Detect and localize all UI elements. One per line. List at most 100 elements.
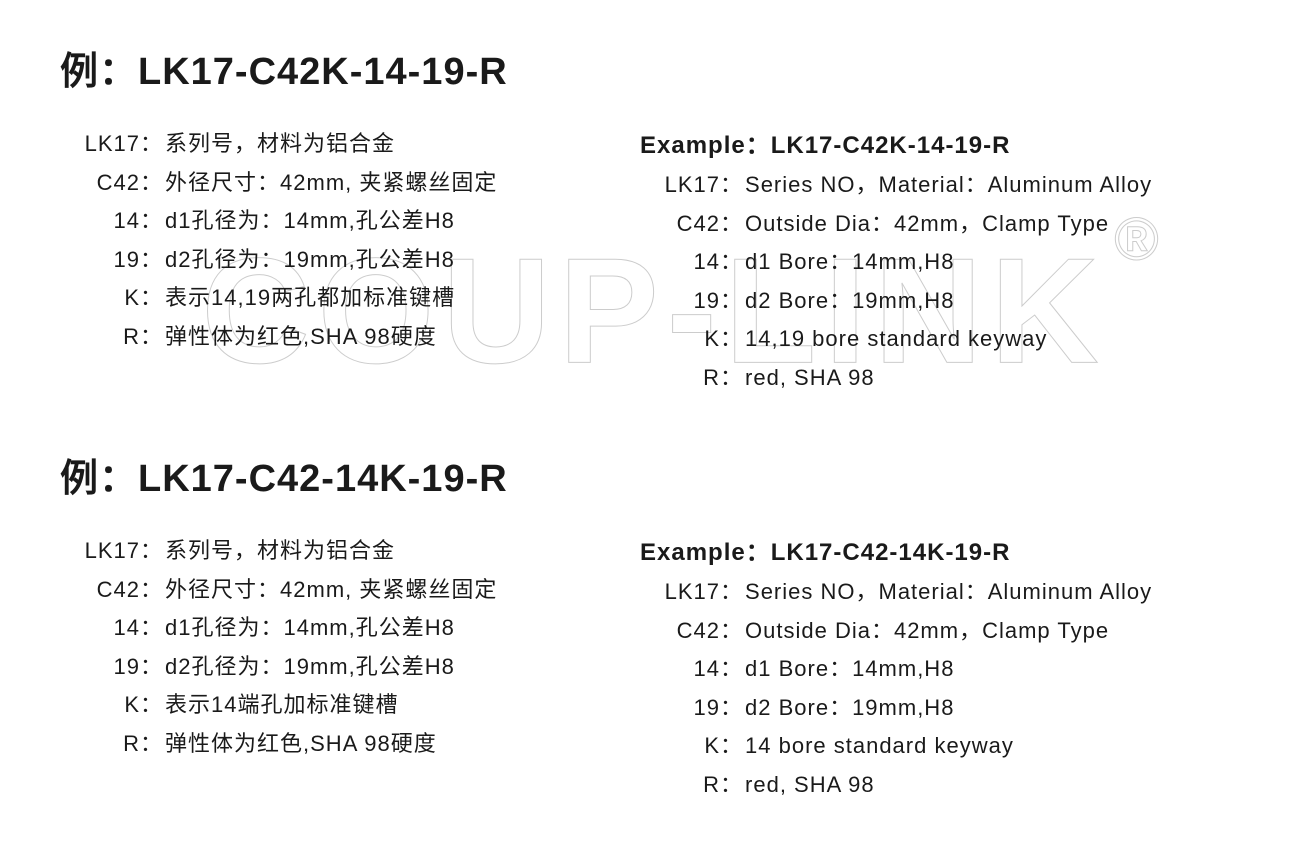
def-val: d2 Bore：19mm,H8 bbox=[745, 282, 1248, 321]
def-row: R：red, SHA 98 bbox=[640, 766, 1248, 805]
def-val: 14 bore standard keyway bbox=[745, 727, 1248, 766]
def-key: R bbox=[60, 318, 140, 357]
def-sep: ： bbox=[720, 766, 745, 805]
def-sep: ： bbox=[140, 202, 165, 241]
def-val: d1 Bore：14mm,H8 bbox=[745, 243, 1248, 282]
def-row: C42：外径尺寸：42mm, 夹紧螺丝固定 bbox=[60, 164, 600, 203]
def-sep: ： bbox=[140, 318, 165, 357]
def-sep: ： bbox=[140, 571, 165, 610]
def-row: R：red, SHA 98 bbox=[640, 359, 1248, 398]
document-content: 例：LK17-C42K-14-19-R LK17：系列号，材料为铝合金 C42：… bbox=[0, 0, 1308, 804]
def-key: C42 bbox=[60, 571, 140, 610]
example-section-1: 例：LK17-C42K-14-19-R LK17：系列号，材料为铝合金 C42：… bbox=[60, 40, 1248, 397]
def-sep: ： bbox=[720, 573, 745, 612]
def-key: R bbox=[640, 359, 720, 398]
def-sep: ： bbox=[140, 648, 165, 687]
def-row: K：表示14端孔加标准键槽 bbox=[60, 686, 600, 725]
def-sep: ： bbox=[720, 320, 745, 359]
def-val: 外径尺寸：42mm, 夹紧螺丝固定 bbox=[165, 164, 600, 203]
def-sep: ： bbox=[140, 164, 165, 203]
def-key: C42 bbox=[640, 205, 720, 244]
example2-en-column: Example：LK17-C42-14K-19-R LK17：Series NO… bbox=[640, 532, 1248, 804]
def-key: C42 bbox=[640, 612, 720, 651]
def-row: 19：d2 Bore：19mm,H8 bbox=[640, 282, 1248, 321]
def-sep: ： bbox=[720, 166, 745, 205]
def-row: C42：外径尺寸：42mm, 夹紧螺丝固定 bbox=[60, 571, 600, 610]
def-row: K：14,19 bore standard keyway bbox=[640, 320, 1248, 359]
def-key: 14 bbox=[60, 202, 140, 241]
example1-en-list: LK17：Series NO，Material：Aluminum Alloy C… bbox=[640, 166, 1248, 397]
def-key: LK17 bbox=[640, 573, 720, 612]
def-row: 14：d1 Bore：14mm,H8 bbox=[640, 243, 1248, 282]
def-row: LK17：系列号，材料为铝合金 bbox=[60, 125, 600, 164]
def-row: C42：Outside Dia：42mm，Clamp Type bbox=[640, 205, 1248, 244]
def-row: R：弹性体为红色,SHA 98硬度 bbox=[60, 318, 600, 357]
example2-cn-column: LK17：系列号，材料为铝合金 C42：外径尺寸：42mm, 夹紧螺丝固定 14… bbox=[60, 532, 600, 804]
def-val: d2孔径为：19mm,孔公差H8 bbox=[165, 648, 600, 687]
example2-title-en: Example：LK17-C42-14K-19-R bbox=[640, 532, 1248, 567]
def-sep: ： bbox=[720, 612, 745, 651]
def-sep: ： bbox=[720, 243, 745, 282]
def-sep: ： bbox=[720, 359, 745, 398]
example1-title-en: Example：LK17-C42K-14-19-R bbox=[640, 125, 1248, 160]
def-val: 弹性体为红色,SHA 98硬度 bbox=[165, 725, 600, 764]
def-sep: ： bbox=[140, 609, 165, 648]
example2-en-list: LK17：Series NO，Material：Aluminum Alloy C… bbox=[640, 573, 1248, 804]
def-sep: ： bbox=[140, 241, 165, 280]
def-sep: ： bbox=[140, 725, 165, 764]
def-val: d1孔径为：14mm,孔公差H8 bbox=[165, 202, 600, 241]
example1-cn-column: LK17：系列号，材料为铝合金 C42：外径尺寸：42mm, 夹紧螺丝固定 14… bbox=[60, 125, 600, 397]
def-key: 14 bbox=[640, 243, 720, 282]
def-row: 14：d1孔径为：14mm,孔公差H8 bbox=[60, 609, 600, 648]
def-val: d2孔径为：19mm,孔公差H8 bbox=[165, 241, 600, 280]
def-key: 14 bbox=[640, 650, 720, 689]
def-key: K bbox=[640, 320, 720, 359]
def-val: 14,19 bore standard keyway bbox=[745, 320, 1248, 359]
def-sep: ： bbox=[140, 279, 165, 318]
def-key: 19 bbox=[640, 689, 720, 728]
def-key: K bbox=[60, 686, 140, 725]
example2-title-cn: 例：LK17-C42-14K-19-R bbox=[60, 447, 1248, 502]
def-val: d1 Bore：14mm,H8 bbox=[745, 650, 1248, 689]
def-key: 14 bbox=[60, 609, 140, 648]
def-sep: ： bbox=[140, 686, 165, 725]
example-section-2: 例：LK17-C42-14K-19-R LK17：系列号，材料为铝合金 C42：… bbox=[60, 447, 1248, 804]
def-key: 19 bbox=[60, 648, 140, 687]
def-row: K：表示14,19两孔都加标准键槽 bbox=[60, 279, 600, 318]
example2-cn-list: LK17：系列号，材料为铝合金 C42：外径尺寸：42mm, 夹紧螺丝固定 14… bbox=[60, 532, 600, 763]
def-row: R：弹性体为红色,SHA 98硬度 bbox=[60, 725, 600, 764]
def-row: 14：d1孔径为：14mm,孔公差H8 bbox=[60, 202, 600, 241]
def-row: K：14 bore standard keyway bbox=[640, 727, 1248, 766]
def-key: LK17 bbox=[60, 125, 140, 164]
def-val: 表示14端孔加标准键槽 bbox=[165, 686, 600, 725]
example1-columns: LK17：系列号，材料为铝合金 C42：外径尺寸：42mm, 夹紧螺丝固定 14… bbox=[60, 125, 1248, 397]
def-sep: ： bbox=[140, 125, 165, 164]
def-val: Series NO，Material：Aluminum Alloy bbox=[745, 166, 1248, 205]
def-key: R bbox=[60, 725, 140, 764]
def-val: d1孔径为：14mm,孔公差H8 bbox=[165, 609, 600, 648]
def-sep: ： bbox=[720, 205, 745, 244]
def-val: red, SHA 98 bbox=[745, 359, 1248, 398]
def-val: 外径尺寸：42mm, 夹紧螺丝固定 bbox=[165, 571, 600, 610]
def-key: 19 bbox=[60, 241, 140, 280]
example2-columns: LK17：系列号，材料为铝合金 C42：外径尺寸：42mm, 夹紧螺丝固定 14… bbox=[60, 532, 1248, 804]
def-val: 系列号，材料为铝合金 bbox=[165, 532, 600, 571]
def-row: LK17：系列号，材料为铝合金 bbox=[60, 532, 600, 571]
def-val: Outside Dia：42mm，Clamp Type bbox=[745, 612, 1248, 651]
def-key: C42 bbox=[60, 164, 140, 203]
def-val: Series NO，Material：Aluminum Alloy bbox=[745, 573, 1248, 612]
def-val: 表示14,19两孔都加标准键槽 bbox=[165, 279, 600, 318]
def-sep: ： bbox=[140, 532, 165, 571]
def-val: 弹性体为红色,SHA 98硬度 bbox=[165, 318, 600, 357]
def-sep: ： bbox=[720, 282, 745, 321]
def-val: Outside Dia：42mm，Clamp Type bbox=[745, 205, 1248, 244]
def-row: LK17：Series NO，Material：Aluminum Alloy bbox=[640, 573, 1248, 612]
def-key: R bbox=[640, 766, 720, 805]
example1-en-column: Example：LK17-C42K-14-19-R LK17：Series NO… bbox=[640, 125, 1248, 397]
def-key: K bbox=[60, 279, 140, 318]
def-row: 19：d2孔径为：19mm,孔公差H8 bbox=[60, 648, 600, 687]
def-row: 19：d2 Bore：19mm,H8 bbox=[640, 689, 1248, 728]
def-val: red, SHA 98 bbox=[745, 766, 1248, 805]
def-key: K bbox=[640, 727, 720, 766]
def-row: 19：d2孔径为：19mm,孔公差H8 bbox=[60, 241, 600, 280]
